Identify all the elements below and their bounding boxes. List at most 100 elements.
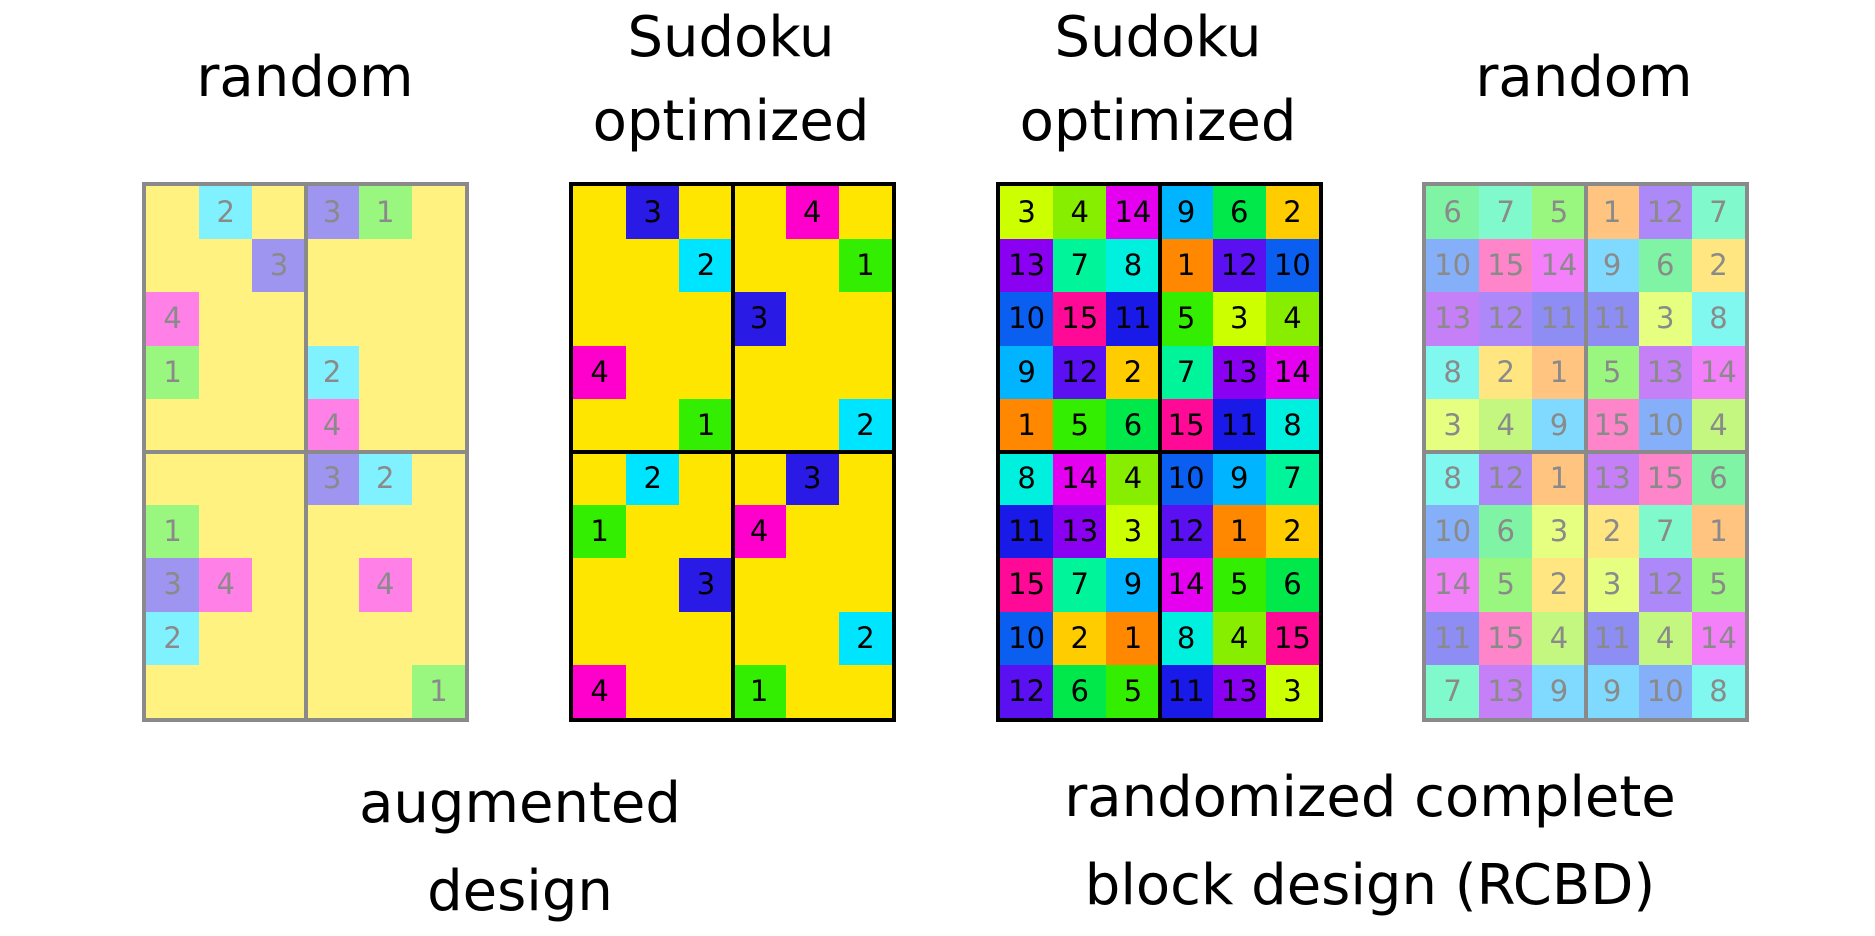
plot-cell (626, 505, 679, 558)
plot-cell (626, 239, 679, 292)
plot-cell (679, 292, 732, 345)
plot-cell: 5 (1479, 558, 1533, 612)
plot-cell (412, 292, 465, 345)
plot-cell: 4 (573, 664, 627, 718)
plot-cell: 3 (305, 452, 359, 506)
caption-rcbd-line-2: block design (RCBD) (1084, 853, 1656, 918)
plot-cell: 2 (1532, 558, 1586, 612)
panel-2-title-line-2: optimized (592, 89, 870, 154)
plot-cell: 13 (1000, 239, 1054, 293)
plot-cell: 13 (1426, 292, 1480, 346)
plot-cell: 9 (1585, 239, 1639, 293)
plot-cell (679, 186, 732, 239)
plot-cell: 3 (626, 186, 680, 240)
plot-cell (412, 239, 465, 292)
plot-cell: 8 (1691, 664, 1745, 718)
plot-cell: 3 (785, 452, 839, 506)
plot-cell: 6 (1638, 239, 1692, 293)
plot-cell (252, 399, 305, 452)
plot-cell (626, 399, 679, 452)
plot-cell: 2 (358, 452, 412, 506)
plot-cell: 8 (1691, 292, 1745, 346)
plot-cell: 4 (358, 558, 412, 612)
plot-cell: 12 (1479, 292, 1533, 346)
plot-cell: 1 (146, 345, 200, 399)
plot-cell: 4 (573, 345, 627, 399)
plot-cell (786, 665, 839, 718)
plot-cell: 10 (1000, 611, 1054, 665)
plot-cell: 12 (1053, 345, 1107, 399)
plot-cell: 12 (1638, 186, 1692, 240)
plot-cell: 4 (1532, 611, 1586, 665)
plot-cell: 10 (1638, 398, 1692, 452)
plot-cell (573, 186, 626, 239)
plot-cell: 4 (1265, 292, 1319, 346)
plot-cell: 7 (1265, 452, 1319, 506)
plot-cell (359, 665, 412, 718)
plot-cell (199, 612, 252, 665)
plot-cell: 1 (1585, 186, 1639, 240)
plot-cell: 2 (838, 611, 892, 665)
plot-cell (839, 452, 892, 505)
plot-cell (359, 346, 412, 399)
plot-cell: 9 (1212, 452, 1266, 506)
plot-cell: 1 (732, 664, 786, 718)
plot-cell (412, 399, 465, 452)
plot-cell: 11 (1426, 611, 1480, 665)
plot-cell: 4 (1479, 398, 1533, 452)
block-divider-horizontal (146, 450, 465, 454)
plot-cell: 15 (1159, 398, 1213, 452)
plot-cell (733, 612, 786, 665)
plot-cell (786, 505, 839, 558)
plot-cell (412, 186, 465, 239)
plot-cell: 2 (838, 398, 892, 452)
plot-cell: 3 (1638, 292, 1692, 346)
plot-cell (626, 612, 679, 665)
plot-cell: 1 (1691, 505, 1745, 559)
plot-cell: 3 (305, 186, 359, 240)
plot-cell: 7 (1053, 558, 1107, 612)
plot-cell: 2 (1479, 345, 1533, 399)
plot-cell (306, 292, 359, 345)
plot-cell: 6 (1265, 558, 1319, 612)
plot-cell: 8 (1000, 452, 1054, 506)
plot-cell: 2 (199, 186, 253, 240)
plot-cell (306, 239, 359, 292)
plot-cell: 10 (1426, 505, 1480, 559)
plot-cell (839, 505, 892, 558)
plot-cell: 7 (1426, 664, 1480, 718)
plot-cell: 13 (1479, 664, 1533, 718)
plot-cell: 3 (1106, 505, 1160, 559)
panel-3-title-line-2: optimized (1019, 89, 1297, 154)
plot-cell: 5 (1212, 558, 1266, 612)
plot-cell: 3 (732, 292, 786, 346)
plot-cell (679, 612, 732, 665)
plot-cell: 2 (1585, 505, 1639, 559)
plot-cell (306, 505, 359, 558)
plot-cell: 3 (1000, 186, 1054, 240)
plot-cell: 6 (1691, 452, 1745, 506)
plot-cell: 13 (1053, 505, 1107, 559)
plot-cell (252, 346, 305, 399)
plot-cell (252, 612, 305, 665)
plot-cell (199, 292, 252, 345)
plot-cell (199, 505, 252, 558)
plot-cell: 14 (1265, 345, 1319, 399)
plot-cell: 1 (838, 239, 892, 293)
plot-cell (412, 612, 465, 665)
plot-cell: 14 (1106, 186, 1160, 240)
plot-cell: 2 (1691, 239, 1745, 293)
plot-cell (199, 239, 252, 292)
plot-cell: 4 (732, 505, 786, 559)
plot-cell: 2 (1265, 186, 1319, 240)
plot-cell: 2 (146, 611, 200, 665)
plot-cell: 1 (1000, 398, 1054, 452)
plot-cell: 14 (1691, 345, 1745, 399)
plot-cell (839, 665, 892, 718)
plot-cell: 13 (1212, 664, 1266, 718)
caption-rcbd: randomized complete block design (RCBD) (1040, 754, 1700, 930)
plot-cell: 12 (1159, 505, 1213, 559)
plot-cell: 9 (1532, 664, 1586, 718)
plot-cell: 4 (1212, 611, 1266, 665)
plot-cell (786, 399, 839, 452)
